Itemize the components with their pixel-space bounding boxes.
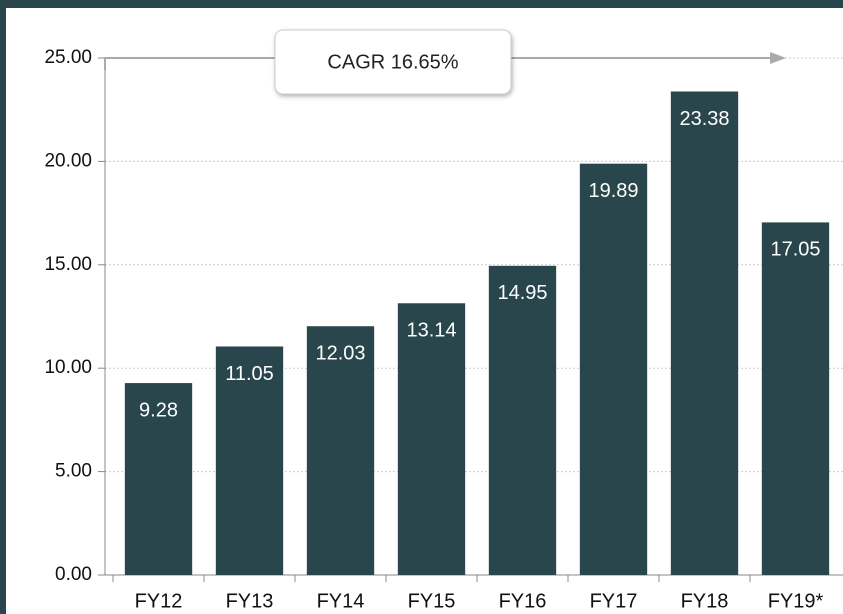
data-label: 14.95 [497, 282, 547, 304]
data-label: 13.14 [406, 320, 456, 342]
bar [670, 91, 739, 576]
bar [579, 163, 648, 575]
x-tick-label: FY12 [135, 590, 183, 612]
bar [488, 265, 557, 575]
data-label: 12.03 [315, 343, 365, 365]
data-label: 19.89 [588, 180, 638, 202]
y-tick-label: 20.00 [44, 150, 92, 171]
x-tick-label: FY13 [226, 590, 274, 612]
x-tick-label: FY15 [408, 590, 456, 612]
cagr-arrowhead [770, 52, 786, 64]
data-label: 9.28 [139, 399, 178, 421]
bar [306, 326, 375, 575]
x-tick-label: FY17 [590, 590, 638, 612]
bar [215, 346, 284, 575]
y-tick-label: 0.00 [55, 564, 92, 585]
cagr-box [274, 29, 512, 95]
y-tick-label: 5.00 [55, 461, 92, 482]
data-label: 11.05 [225, 363, 274, 385]
x-tick-label: FY19* [768, 590, 824, 612]
left-band [0, 0, 6, 614]
cagr-arrow-line [104, 57, 770, 70]
y-tick-label: 15.00 [44, 254, 92, 275]
x-tick-label: FY14 [317, 590, 365, 612]
cagr-label: CAGR 16.65% [327, 51, 458, 73]
bar [397, 303, 466, 575]
y-tick-label: 25.00 [44, 47, 92, 68]
bar [124, 383, 193, 575]
top-band [0, 0, 843, 8]
data-label: 23.38 [679, 108, 729, 130]
bar [761, 222, 830, 575]
x-tick-label: FY18 [681, 590, 729, 612]
data-label: 17.05 [770, 239, 820, 261]
x-tick-label: FY16 [499, 590, 547, 612]
y-tick-label: 10.00 [44, 357, 92, 378]
